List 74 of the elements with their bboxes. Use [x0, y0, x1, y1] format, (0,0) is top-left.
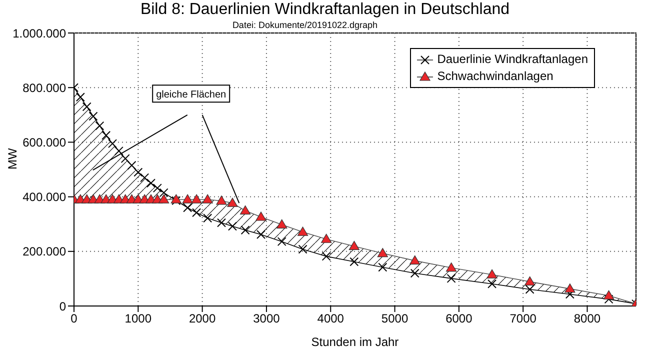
point: [378, 262, 388, 272]
y-tick-label: 400.000: [22, 190, 66, 204]
point: [276, 219, 288, 228]
point: [182, 194, 193, 204]
point: [228, 222, 237, 231]
point: [604, 290, 614, 300]
point: [348, 240, 360, 250]
point: [140, 173, 150, 182]
point: [152, 184, 162, 193]
point: [159, 188, 168, 198]
x-tick-label: 7000: [510, 312, 537, 326]
point: [322, 252, 331, 261]
point: [191, 194, 202, 204]
callout: gleiche Flächen: [92, 84, 240, 204]
x-tick-label: 4000: [317, 312, 344, 326]
point: [277, 237, 286, 246]
point: [446, 274, 456, 283]
legend-label: Schwachwindanlagen: [437, 68, 554, 85]
point: [256, 212, 266, 221]
point: [377, 248, 388, 258]
point: [410, 255, 420, 264]
point: [82, 102, 92, 112]
point: [192, 208, 202, 218]
point: [127, 160, 136, 170]
point: [486, 269, 498, 278]
point: [102, 130, 111, 140]
y-tick-label: 1.000.000: [12, 26, 66, 40]
chart-subtitle: Datei: Dokumente/20191022.dgraph: [232, 20, 378, 30]
y-tick-label: 600.000: [22, 135, 66, 150]
x-tick-label: 1000: [124, 312, 152, 326]
point: [446, 262, 457, 272]
point: [321, 234, 332, 243]
point: [227, 198, 238, 207]
x-tick-label: 8000: [574, 312, 601, 326]
point: [216, 218, 226, 228]
y-tick-label: 800.000: [22, 80, 66, 95]
point: [202, 194, 213, 204]
point: [298, 244, 308, 254]
point: [134, 168, 143, 177]
x-tick-label: 2000: [188, 312, 216, 326]
point: [256, 230, 266, 239]
x-tick-label: 3000: [253, 312, 280, 326]
point: [114, 146, 124, 156]
chart-title: Bild 8: Dauerlinien Windkraftanlagen in Deutschland: [139, 1, 511, 19]
x-axis-title: Stunden im Jahr: [311, 335, 399, 349]
point: [203, 214, 212, 223]
point: [240, 205, 251, 215]
point: [108, 139, 117, 148]
x-tick-label: 0: [70, 312, 78, 326]
point: [76, 92, 85, 102]
point: [146, 178, 156, 188]
x-tick-label: 6000: [446, 312, 473, 326]
y-tick-label: 0: [59, 299, 66, 314]
point: [350, 257, 359, 266]
point: [564, 284, 576, 293]
y-tick-label: 200.000: [22, 244, 66, 259]
point: [488, 279, 497, 288]
point: [183, 203, 192, 212]
y-axis-title: MW: [5, 148, 20, 170]
point: [297, 226, 308, 236]
annotation: gleiche Flächen: [156, 90, 226, 101]
point: [216, 196, 227, 205]
legend-label: Dauerlinie Windkraftanlagen: [437, 51, 588, 68]
point: [410, 268, 420, 278]
point: [524, 276, 536, 286]
point: [240, 226, 250, 235]
point: [604, 294, 614, 304]
point: [88, 112, 98, 121]
point: [525, 284, 534, 294]
x-tick-label: 5000: [381, 312, 408, 326]
point: [565, 290, 574, 299]
point: [120, 154, 130, 164]
point: [158, 194, 170, 204]
point: [95, 121, 104, 130]
